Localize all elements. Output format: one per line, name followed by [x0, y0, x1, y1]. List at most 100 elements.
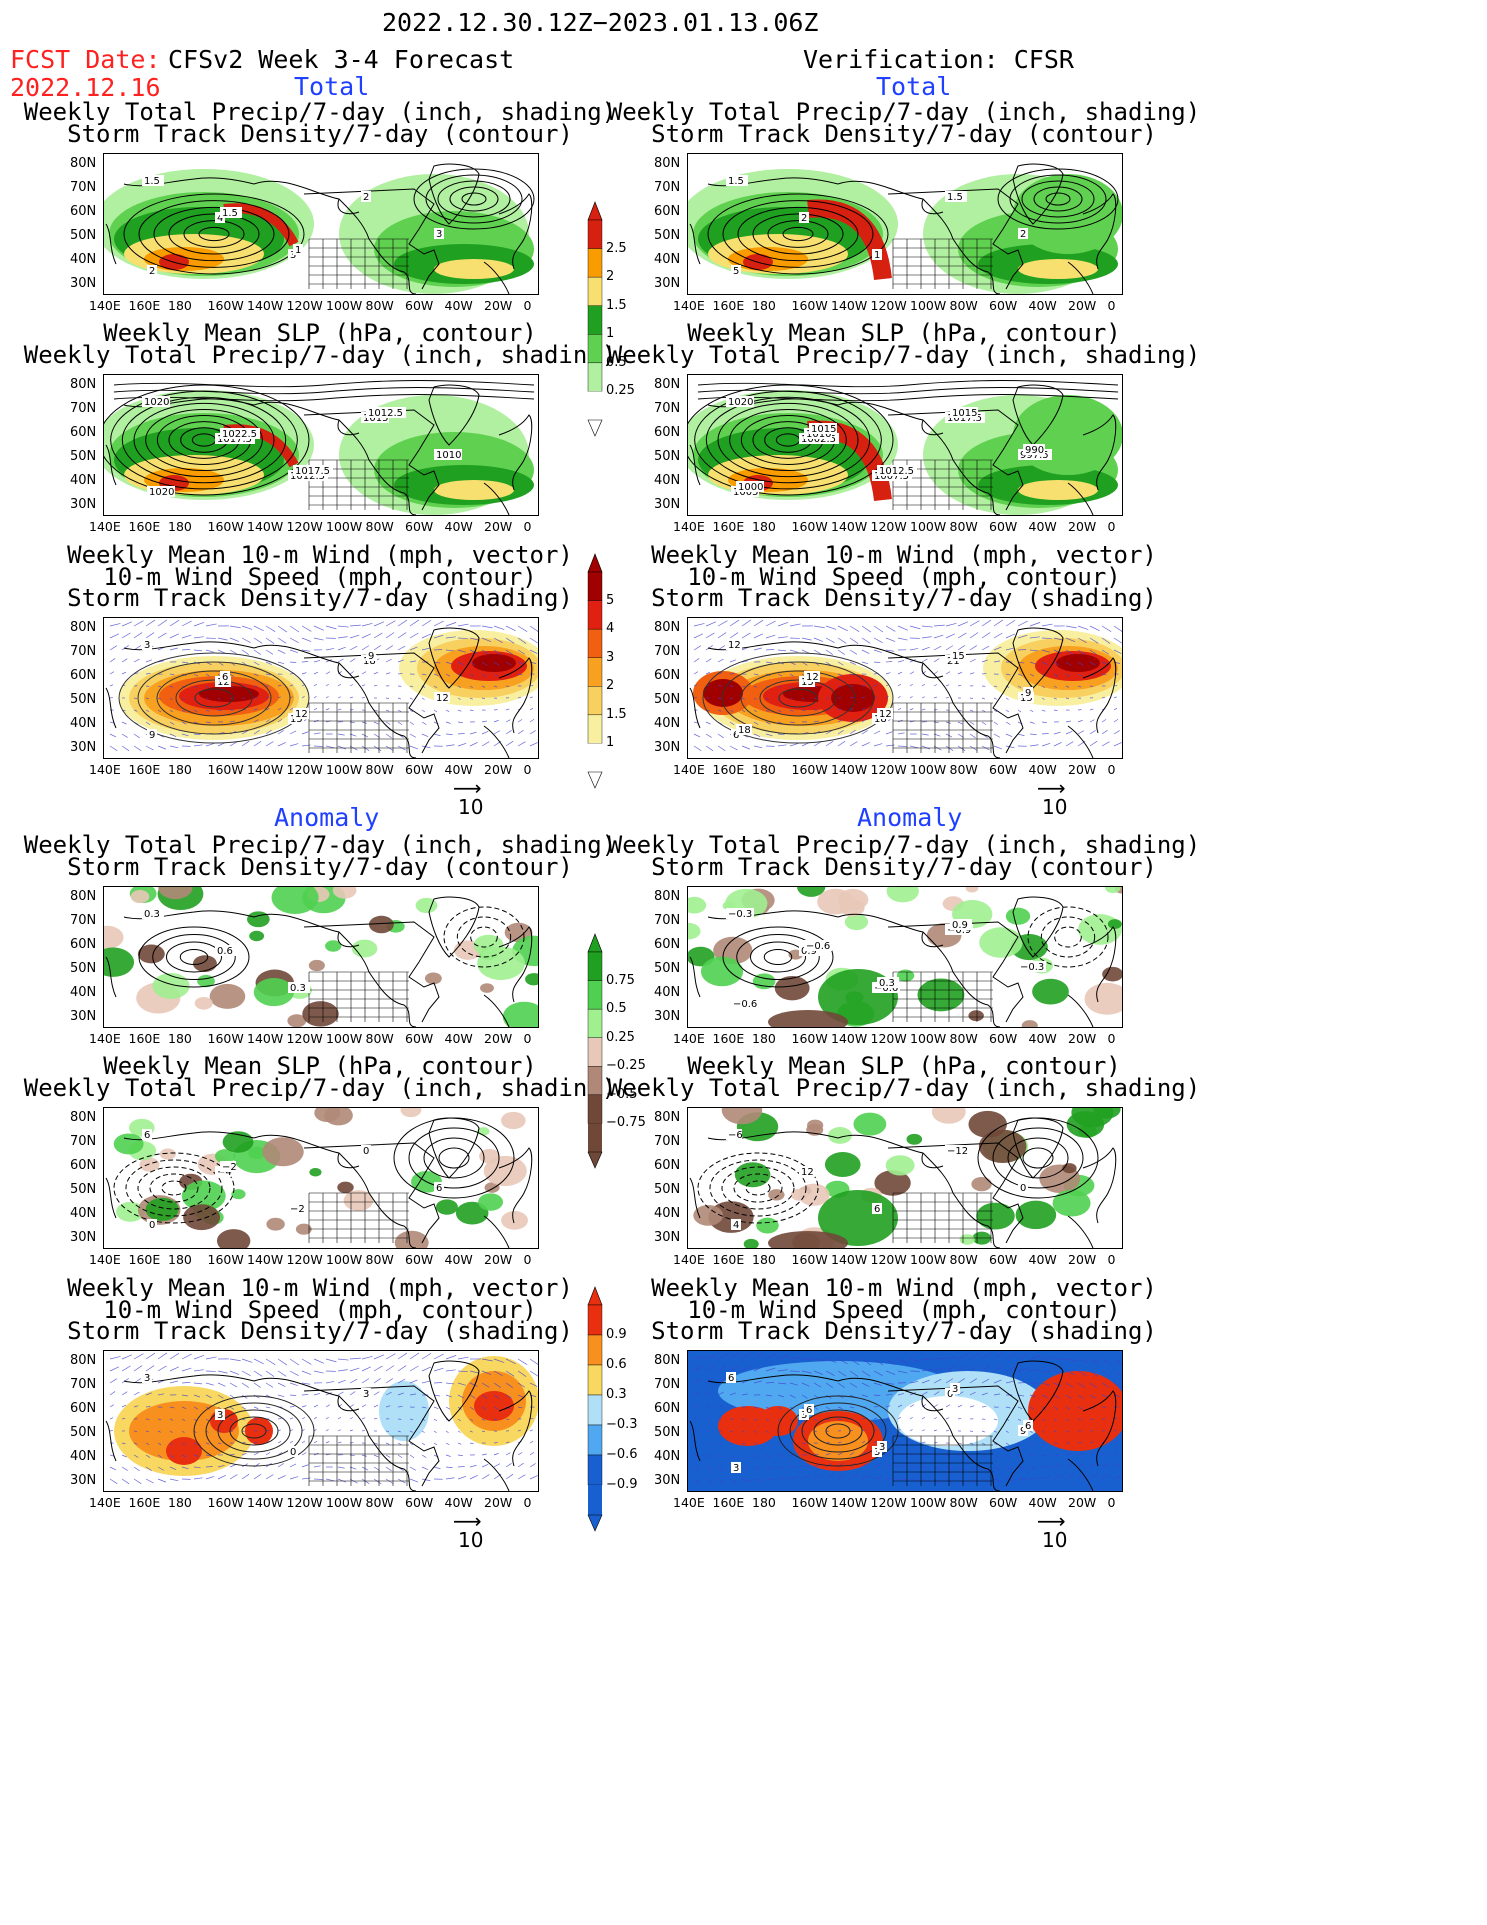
- colorbar-storm-anom: [580, 1285, 610, 1539]
- contour-label: 9: [1020, 1426, 1026, 1437]
- lat-tick-label: 50N: [654, 692, 681, 707]
- lon-tick-label: 160W: [791, 298, 828, 313]
- lon-tick-label: 120W: [870, 1495, 907, 1510]
- colorbar-label: −0.9: [606, 1477, 638, 1492]
- colorbar-label: 1.5: [606, 706, 627, 722]
- panel-title-line: Weekly Total Precip/7-day (inch, shading…: [607, 98, 1201, 126]
- contour-label: 3: [144, 1373, 150, 1384]
- lon-tick-label: 140E: [89, 1495, 121, 1510]
- lon-tick-label: 80W: [365, 1252, 394, 1267]
- lon-tick-label: 0: [523, 762, 532, 777]
- lon-tick-label: 160E: [712, 1031, 745, 1046]
- lon-tick-label: 180: [752, 1252, 776, 1267]
- map-panel-l2: 1020 1017.5 1012.5 1015 1010 1020 1022.5 1017.5…: [103, 374, 539, 516]
- lon-tick-label: 0: [1107, 519, 1116, 534]
- colorbar-label: −0.25: [606, 1058, 646, 1074]
- lon-tick-label: 80W: [365, 298, 394, 313]
- vector-ref-arrow: ⟶: [1037, 776, 1066, 800]
- contour-label: 1017.5: [947, 413, 982, 424]
- contour-label: 3: [436, 229, 442, 240]
- lon-tick-label: 140E: [89, 1031, 121, 1046]
- lat-tick-label: 70N: [70, 180, 97, 195]
- panel-title-line: 10-m Wind Speed (mph, contour): [103, 562, 537, 591]
- map-panel-l1: 1.5 4 3 2 3 2 1.5 1: [103, 153, 539, 295]
- lon-tick-label: 80W: [949, 1252, 978, 1267]
- contour-label: 1022.5: [222, 429, 257, 440]
- panel-title-line: Storm Track Density/7-day (contour): [67, 852, 573, 881]
- contour-label: 2: [1020, 229, 1026, 240]
- lat-tick-label: 70N: [654, 1134, 681, 1149]
- vector-ref-arrow: ⟶: [1037, 1509, 1066, 1533]
- lat-tick-label: 80N: [654, 377, 681, 392]
- lon-tick-label: 120W: [286, 1495, 323, 1510]
- lon-tick-label: 160E: [712, 762, 745, 777]
- lon-tick-label: 20W: [484, 762, 513, 777]
- contour-label: 12: [217, 677, 230, 688]
- lon-tick-label: 60W: [989, 519, 1018, 534]
- lat-tick-label: 50N: [654, 228, 681, 243]
- lon-tick-label: 180: [752, 1495, 776, 1510]
- lon-tick-label: 0: [523, 519, 532, 534]
- fcst-date: 2022.12.16: [10, 73, 161, 102]
- lon-tick-label: 0: [1107, 298, 1116, 313]
- contour-label: 1017.5: [295, 466, 330, 477]
- lon-tick-label: 140E: [89, 762, 121, 777]
- lon-tick-label: 100W: [910, 1252, 947, 1267]
- lon-tick-label: 120W: [870, 762, 907, 777]
- contour-label: 9: [1025, 688, 1031, 699]
- lon-tick-label: 140E: [673, 1031, 705, 1046]
- contour-label: 1015: [811, 424, 836, 435]
- map-panel-l3: 3 12 15 18 12 9 6 12 9: [103, 617, 539, 759]
- lat-tick-label: 40N: [654, 1206, 681, 1221]
- lon-tick-label: 100W: [326, 762, 363, 777]
- contour-label: 3: [801, 1410, 807, 1421]
- lon-tick-label: 160E: [128, 1495, 161, 1510]
- lat-tick-label: 70N: [654, 644, 681, 659]
- contour-label: 12: [436, 693, 449, 704]
- contour-label: 1015: [952, 408, 977, 419]
- lon-tick-label: 80W: [365, 519, 394, 534]
- contour-label: 1017.5: [217, 434, 252, 445]
- contour-label: 9: [149, 730, 155, 741]
- lon-tick-label: 80W: [365, 1495, 394, 1510]
- contour-label: 1007.5: [874, 471, 909, 482]
- lon-tick-label: 140E: [673, 762, 705, 777]
- contour-label: 0.6: [217, 946, 233, 957]
- contour-label: 12: [728, 640, 741, 651]
- contour-label: 0.9: [952, 920, 968, 931]
- contour-label: 0: [290, 1447, 296, 1458]
- lat-tick-label: 30N: [70, 497, 97, 512]
- lon-tick-label: 0: [523, 298, 532, 313]
- map-panel-r4: −0.3 0.9 −0.6 −0.9 −0.3 −0.6 −0.6 0.3 0.9: [687, 886, 1123, 1028]
- lat-tick-label: 70N: [654, 180, 681, 195]
- lat-tick-label: 40N: [654, 252, 681, 267]
- contour-label: 1015: [363, 413, 388, 424]
- colorbar-label: −0.3: [606, 1417, 638, 1432]
- lon-tick-label: 100W: [910, 1495, 947, 1510]
- lon-tick-label: 160W: [207, 762, 244, 777]
- lon-tick-label: 60W: [405, 762, 434, 777]
- lat-tick-label: 30N: [654, 1009, 681, 1024]
- lat-tick-label: 30N: [70, 1230, 97, 1245]
- lat-tick-label: 30N: [70, 740, 97, 755]
- panel-title-line: Weekly Total Precip/7-day (inch, shading…: [607, 831, 1201, 859]
- lon-tick-label: 100W: [910, 519, 947, 534]
- lon-tick-label: 180: [168, 1252, 192, 1267]
- contour-label: 2: [149, 266, 155, 277]
- contour-label: 6: [144, 1130, 150, 1141]
- colorbar-label: 0.3: [606, 1387, 627, 1402]
- lon-tick-label: 40W: [444, 762, 473, 777]
- contour-label: 18: [738, 725, 751, 736]
- panel-title-line: Storm Track Density/7-day (contour): [67, 119, 573, 148]
- panel-title-line: Storm Track Density/7-day (shading): [67, 1317, 573, 1345]
- lon-tick-label: 140W: [247, 762, 284, 777]
- contour-label: 3: [874, 1447, 880, 1458]
- map-panel-r5: −6 12 6 −12 0 4: [687, 1107, 1123, 1249]
- lon-tick-label: 120W: [870, 519, 907, 534]
- colorbar-label: 0.9: [606, 1327, 627, 1342]
- lat-tick-label: 40N: [654, 473, 681, 488]
- colorbar-precip-total: [580, 200, 610, 444]
- contour-label: 0.3: [290, 983, 306, 994]
- contour-label: 1012.5: [879, 466, 914, 477]
- lon-tick-label: 160W: [207, 1031, 244, 1046]
